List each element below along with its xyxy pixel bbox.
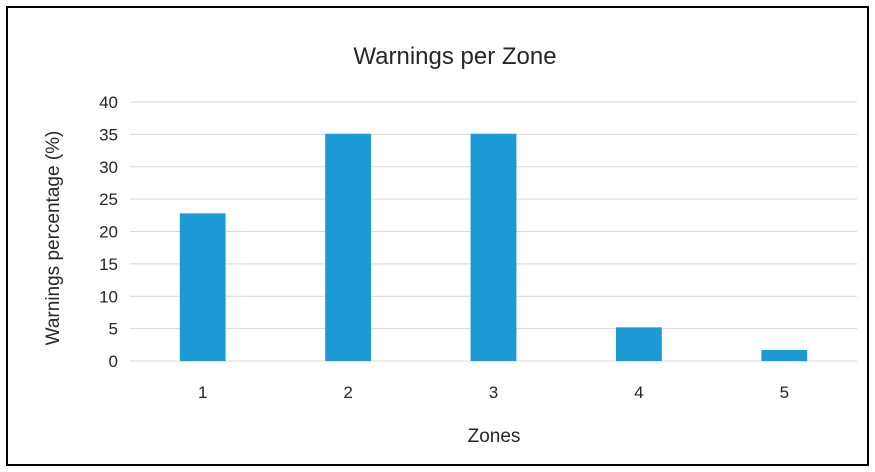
bar-chart: Warnings per Zone 0 5 10 15 20 25 30 35 40 1 2 3 4 5… — [43, 43, 857, 447]
y-tick-label: 25 — [99, 190, 118, 209]
bars — [179, 133, 808, 361]
y-tick-label: 20 — [99, 223, 118, 242]
chart-title: Warnings per Zone — [353, 43, 556, 70]
y-tick-label: 40 — [99, 93, 118, 112]
bar-zone-3 — [470, 133, 517, 361]
y-tick-label: 0 — [109, 352, 118, 371]
bar-zone-4 — [615, 327, 662, 361]
y-tick-label: 35 — [99, 125, 118, 144]
x-axis-ticks: 1 2 3 4 5 — [198, 383, 789, 402]
x-tick-label: 1 — [198, 383, 207, 402]
bar-zone-2 — [325, 133, 372, 361]
x-tick-label: 2 — [343, 383, 352, 402]
bar-zone-5 — [761, 349, 808, 361]
y-tick-label: 15 — [99, 255, 118, 274]
y-axis-label: Warnings percentage (%) — [43, 131, 64, 346]
y-tick-label: 5 — [109, 320, 118, 339]
y-tick-label: 30 — [99, 158, 118, 177]
bar-zone-1 — [179, 213, 226, 361]
chart-frame: Warnings per Zone 0 5 10 15 20 25 30 35 40 1 2 3 4 5… — [6, 6, 869, 466]
x-tick-label: 5 — [780, 383, 789, 402]
x-tick-label: 4 — [634, 383, 643, 402]
x-axis-label: Zones — [468, 426, 521, 447]
y-tick-label: 10 — [99, 287, 118, 306]
x-tick-label: 3 — [489, 383, 498, 402]
y-axis-ticks: 0 5 10 15 20 25 30 35 40 — [99, 93, 118, 371]
